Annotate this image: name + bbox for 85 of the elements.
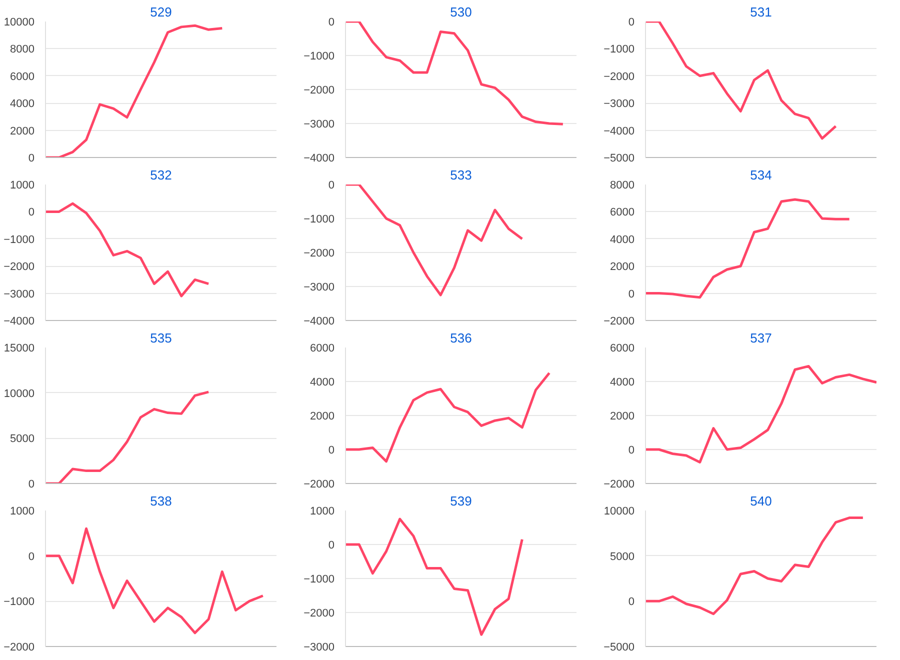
line-series xyxy=(46,24,224,158)
y-tick-label: 15000 xyxy=(4,342,35,354)
chart-title: 539 xyxy=(450,494,472,508)
y-tick-label: 0 xyxy=(628,288,635,300)
chart-title: 533 xyxy=(450,168,472,182)
y-tick-label: −5000 xyxy=(604,152,635,164)
y-tick-label: −2000 xyxy=(304,84,335,96)
chart-title: 529 xyxy=(150,4,172,20)
y-tick-label: −1000 xyxy=(4,596,35,608)
y-tick-label: 6000 xyxy=(610,342,635,354)
y-tick-label: 0 xyxy=(328,180,335,192)
y-tick-label: −4000 xyxy=(4,316,35,328)
y-tick-label: −4000 xyxy=(304,152,335,164)
y-tick-label: 0 xyxy=(28,152,35,164)
line-series xyxy=(46,527,264,634)
y-tick-label: 1000 xyxy=(310,506,335,518)
y-tick-label: 0 xyxy=(28,478,35,490)
y-tick-label: 1000 xyxy=(10,506,35,518)
line-series xyxy=(346,372,551,463)
y-tick-label: −4000 xyxy=(604,125,635,138)
line-series xyxy=(46,202,210,298)
chart-title: 540 xyxy=(750,494,772,508)
y-tick-label: −2000 xyxy=(4,642,35,654)
y-tick-label: −2000 xyxy=(304,478,335,490)
y-tick-label: −4000 xyxy=(304,316,335,328)
y-tick-label: −2000 xyxy=(604,316,635,328)
chart-title: 532 xyxy=(150,168,172,182)
y-tick-label: 0 xyxy=(328,16,335,28)
y-tick-label: −2000 xyxy=(304,248,335,260)
y-tick-label: 4000 xyxy=(310,376,335,388)
y-tick-label: 2000 xyxy=(610,261,635,274)
line-series xyxy=(646,22,837,140)
y-tick-label: 0 xyxy=(628,596,635,608)
y-tick-label: −3000 xyxy=(304,282,335,294)
y-tick-label: 4000 xyxy=(610,234,635,246)
y-tick-label: 2000 xyxy=(10,125,35,138)
y-tick-label: 2000 xyxy=(310,410,335,422)
y-tick-label: −2000 xyxy=(4,261,35,274)
y-tick-label: 4000 xyxy=(610,376,635,388)
y-tick-label: 0 xyxy=(628,16,635,28)
chart-title: 530 xyxy=(450,4,472,20)
y-tick-label: −3000 xyxy=(4,288,35,300)
y-tick-label: 10000 xyxy=(604,506,635,518)
chart-title: 535 xyxy=(150,330,172,346)
line-series xyxy=(346,518,524,636)
y-tick-label: −3000 xyxy=(604,98,635,110)
y-tick-label: −1000 xyxy=(304,574,335,586)
y-tick-label: 6000 xyxy=(310,342,335,354)
y-tick-label: 0 xyxy=(328,444,335,456)
y-tick-label: 6000 xyxy=(610,206,635,219)
chart-title: 531 xyxy=(750,4,772,20)
chart-title: 534 xyxy=(750,168,772,182)
y-tick-label: −1000 xyxy=(604,44,635,56)
line-series xyxy=(346,22,564,126)
y-tick-label: 0 xyxy=(28,550,35,563)
y-tick-label: 6000 xyxy=(10,70,35,83)
y-tick-label: 0 xyxy=(328,540,335,552)
line-series xyxy=(646,364,876,464)
chart-title: 537 xyxy=(750,330,772,346)
y-tick-label: 8000 xyxy=(610,180,635,192)
chart-title: 536 xyxy=(450,330,472,346)
y-tick-label: 0 xyxy=(28,206,35,219)
y-tick-label: 1000 xyxy=(10,180,35,192)
y-tick-label: 4000 xyxy=(10,98,35,110)
y-tick-label: 8000 xyxy=(10,44,35,56)
y-tick-label: 5000 xyxy=(10,433,35,446)
line-series xyxy=(46,390,210,484)
y-tick-label: 10000 xyxy=(4,388,35,400)
y-tick-label: −1000 xyxy=(304,214,335,226)
y-tick-label: −2000 xyxy=(304,608,335,620)
y-tick-label: −1000 xyxy=(304,50,335,62)
line-series xyxy=(646,198,851,299)
y-tick-label: −5000 xyxy=(604,642,635,654)
y-tick-label: −2000 xyxy=(604,70,635,83)
y-tick-label: −3000 xyxy=(304,642,335,654)
chart-title: 538 xyxy=(150,494,172,508)
y-tick-label: −1000 xyxy=(4,234,35,246)
y-tick-label: 5000 xyxy=(610,550,635,563)
y-tick-label: 2000 xyxy=(610,410,635,422)
line-series xyxy=(646,516,864,616)
line-series xyxy=(346,184,524,296)
y-tick-label: −3000 xyxy=(304,118,335,130)
y-tick-label: 10000 xyxy=(4,16,35,28)
y-tick-label: −2000 xyxy=(604,478,635,490)
y-tick-label: 0 xyxy=(628,444,635,456)
